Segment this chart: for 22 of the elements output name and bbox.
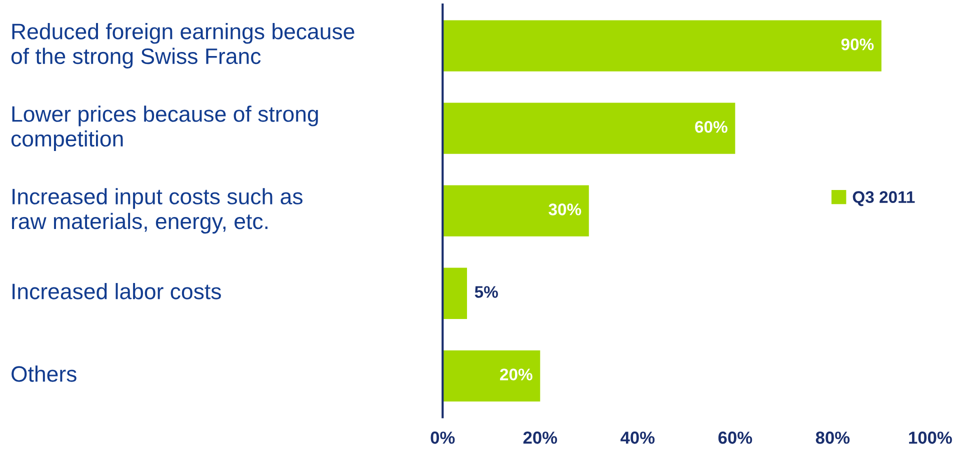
bar	[442, 20, 882, 72]
text: 30%	[548, 204, 582, 216]
y-tick-label: Reduced foreign earnings because of the strong Swiss Franc	[11, 23, 354, 69]
x-tick-label: 80%	[816, 432, 850, 444]
x-tick-label: 100%	[909, 432, 952, 444]
bar	[442, 268, 468, 319]
legend-label: Q3 2011	[852, 191, 915, 206]
y-tick-label: Increased labor costs	[12, 283, 221, 300]
y-tick-label: Lower prices because of strong competition	[11, 106, 318, 152]
text: 5%	[474, 286, 498, 298]
text: 20%	[500, 368, 532, 380]
x-tick-label: 0%	[430, 432, 455, 444]
x-tick-label: 40%	[620, 432, 655, 444]
y-tick-label: Increased input costs such as raw materials, energy, etc.	[12, 188, 302, 234]
text: 90%	[841, 38, 874, 50]
text: 60%	[695, 120, 728, 133]
y-tick-label: Others	[12, 366, 76, 382]
bar	[442, 350, 540, 402]
bar	[442, 185, 589, 236]
x-tick-label: 20%	[523, 432, 558, 444]
bar	[442, 102, 736, 154]
x-tick-label: 60%	[718, 432, 752, 444]
